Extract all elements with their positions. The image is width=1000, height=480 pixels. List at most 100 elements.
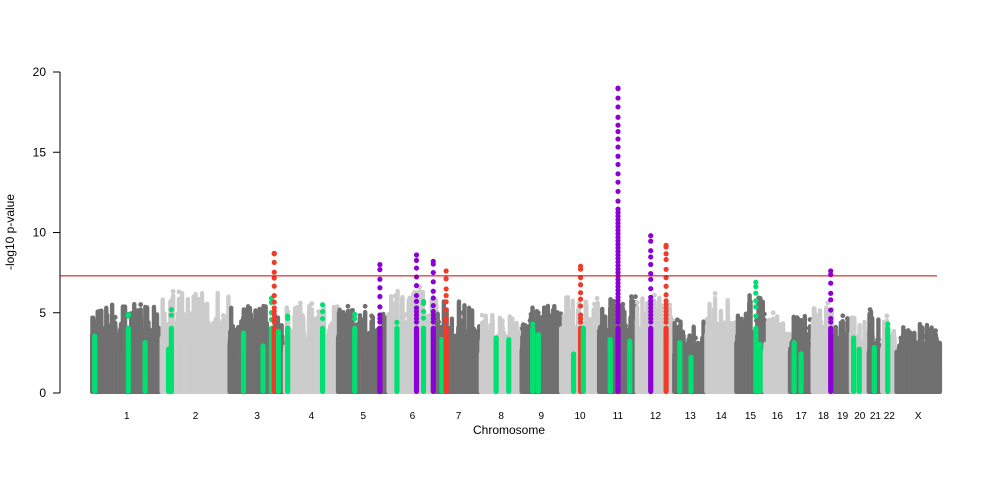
locus-chr3-green bbox=[240, 330, 247, 394]
locus-chr5-green bbox=[352, 311, 358, 394]
point bbox=[648, 248, 654, 254]
point bbox=[770, 310, 776, 316]
point bbox=[285, 309, 291, 315]
point bbox=[535, 310, 541, 316]
locus-chr7-green bbox=[439, 336, 445, 394]
locus-chr15-green bbox=[753, 279, 759, 394]
locus-chr1-green bbox=[142, 340, 148, 394]
point bbox=[884, 313, 890, 319]
point bbox=[908, 340, 914, 346]
y-tick-label: 5 bbox=[39, 306, 46, 320]
chromosome-label-1: 1 bbox=[124, 411, 130, 422]
point bbox=[362, 303, 368, 309]
point bbox=[634, 300, 640, 306]
point bbox=[377, 304, 383, 310]
locus-chr2-green bbox=[168, 306, 174, 394]
locus-column bbox=[285, 325, 291, 394]
point bbox=[663, 251, 669, 257]
point bbox=[828, 268, 834, 274]
point bbox=[577, 303, 584, 309]
point bbox=[615, 206, 621, 212]
point bbox=[615, 122, 621, 128]
point bbox=[430, 269, 436, 276]
locus-column bbox=[443, 325, 449, 394]
locus-chr5-purple bbox=[377, 262, 383, 394]
point bbox=[271, 283, 277, 289]
point bbox=[611, 298, 617, 304]
locus-chr13-green bbox=[677, 340, 683, 394]
point bbox=[443, 307, 449, 313]
chromosome-label-17: 17 bbox=[796, 411, 808, 422]
point bbox=[420, 298, 427, 305]
point bbox=[753, 313, 759, 319]
locus-chr9-green bbox=[535, 332, 541, 394]
chromosome-label-15: 15 bbox=[745, 411, 757, 422]
point bbox=[357, 313, 363, 318]
point bbox=[577, 296, 584, 302]
chromosome-12-points bbox=[634, 292, 677, 394]
locus-column bbox=[688, 354, 694, 394]
point bbox=[413, 298, 420, 304]
point bbox=[615, 161, 621, 168]
point bbox=[443, 276, 449, 282]
locus-column bbox=[851, 335, 857, 394]
locus-column bbox=[413, 325, 420, 394]
locus-chr21-green bbox=[871, 344, 877, 394]
point bbox=[430, 303, 436, 309]
point bbox=[436, 319, 442, 325]
locus-chr18-purple bbox=[828, 268, 834, 394]
point bbox=[443, 299, 449, 305]
point bbox=[615, 85, 621, 91]
chromosome-9-points bbox=[519, 303, 563, 394]
chromosome-label-19: 19 bbox=[837, 411, 849, 422]
x-axis: 1 2 3 4 5 6 7 8 9 10 11 12 13 14 15 16 17 18 19 20 21 22 X Chr… bbox=[124, 411, 922, 437]
point bbox=[502, 333, 508, 339]
point bbox=[413, 283, 420, 289]
locus-chr17-green bbox=[791, 340, 797, 394]
point bbox=[319, 316, 326, 322]
point bbox=[413, 292, 420, 299]
locus-chr12-red bbox=[663, 242, 669, 394]
point bbox=[420, 308, 427, 315]
locus-column bbox=[319, 325, 326, 394]
point bbox=[833, 324, 839, 330]
point bbox=[443, 286, 449, 292]
chromosome-label-4: 4 bbox=[309, 411, 315, 422]
locus-column bbox=[271, 325, 277, 394]
locus-column bbox=[92, 333, 98, 394]
point bbox=[271, 269, 277, 275]
point bbox=[648, 261, 654, 268]
point bbox=[693, 335, 698, 341]
locus-chr15-green bbox=[757, 341, 763, 394]
chromosome-label-22: 22 bbox=[884, 411, 896, 422]
locus-chr20-green bbox=[856, 346, 862, 394]
chromosome-label-11: 11 bbox=[613, 411, 624, 422]
point bbox=[648, 270, 654, 277]
point bbox=[577, 263, 584, 269]
point bbox=[413, 252, 420, 258]
chromosome-label-16: 16 bbox=[772, 411, 784, 422]
locus-column bbox=[757, 341, 763, 394]
point bbox=[615, 114, 621, 120]
locus-chr9-green bbox=[530, 321, 536, 394]
point bbox=[828, 290, 834, 296]
locus-chr3-green bbox=[260, 343, 266, 394]
point bbox=[443, 292, 449, 299]
locus-column bbox=[798, 351, 804, 394]
point bbox=[352, 311, 358, 317]
point bbox=[648, 254, 654, 260]
locus-column bbox=[885, 325, 891, 394]
point bbox=[377, 267, 383, 273]
point bbox=[761, 311, 767, 317]
point bbox=[825, 300, 831, 306]
point bbox=[615, 153, 621, 159]
chromosome-18-points bbox=[810, 300, 837, 394]
locus-column bbox=[580, 325, 586, 394]
point bbox=[377, 276, 383, 282]
locus-column bbox=[535, 332, 541, 394]
locus-chr20-green bbox=[851, 335, 857, 394]
locus-column bbox=[663, 325, 669, 394]
point bbox=[430, 258, 436, 264]
locus-column bbox=[394, 325, 400, 394]
